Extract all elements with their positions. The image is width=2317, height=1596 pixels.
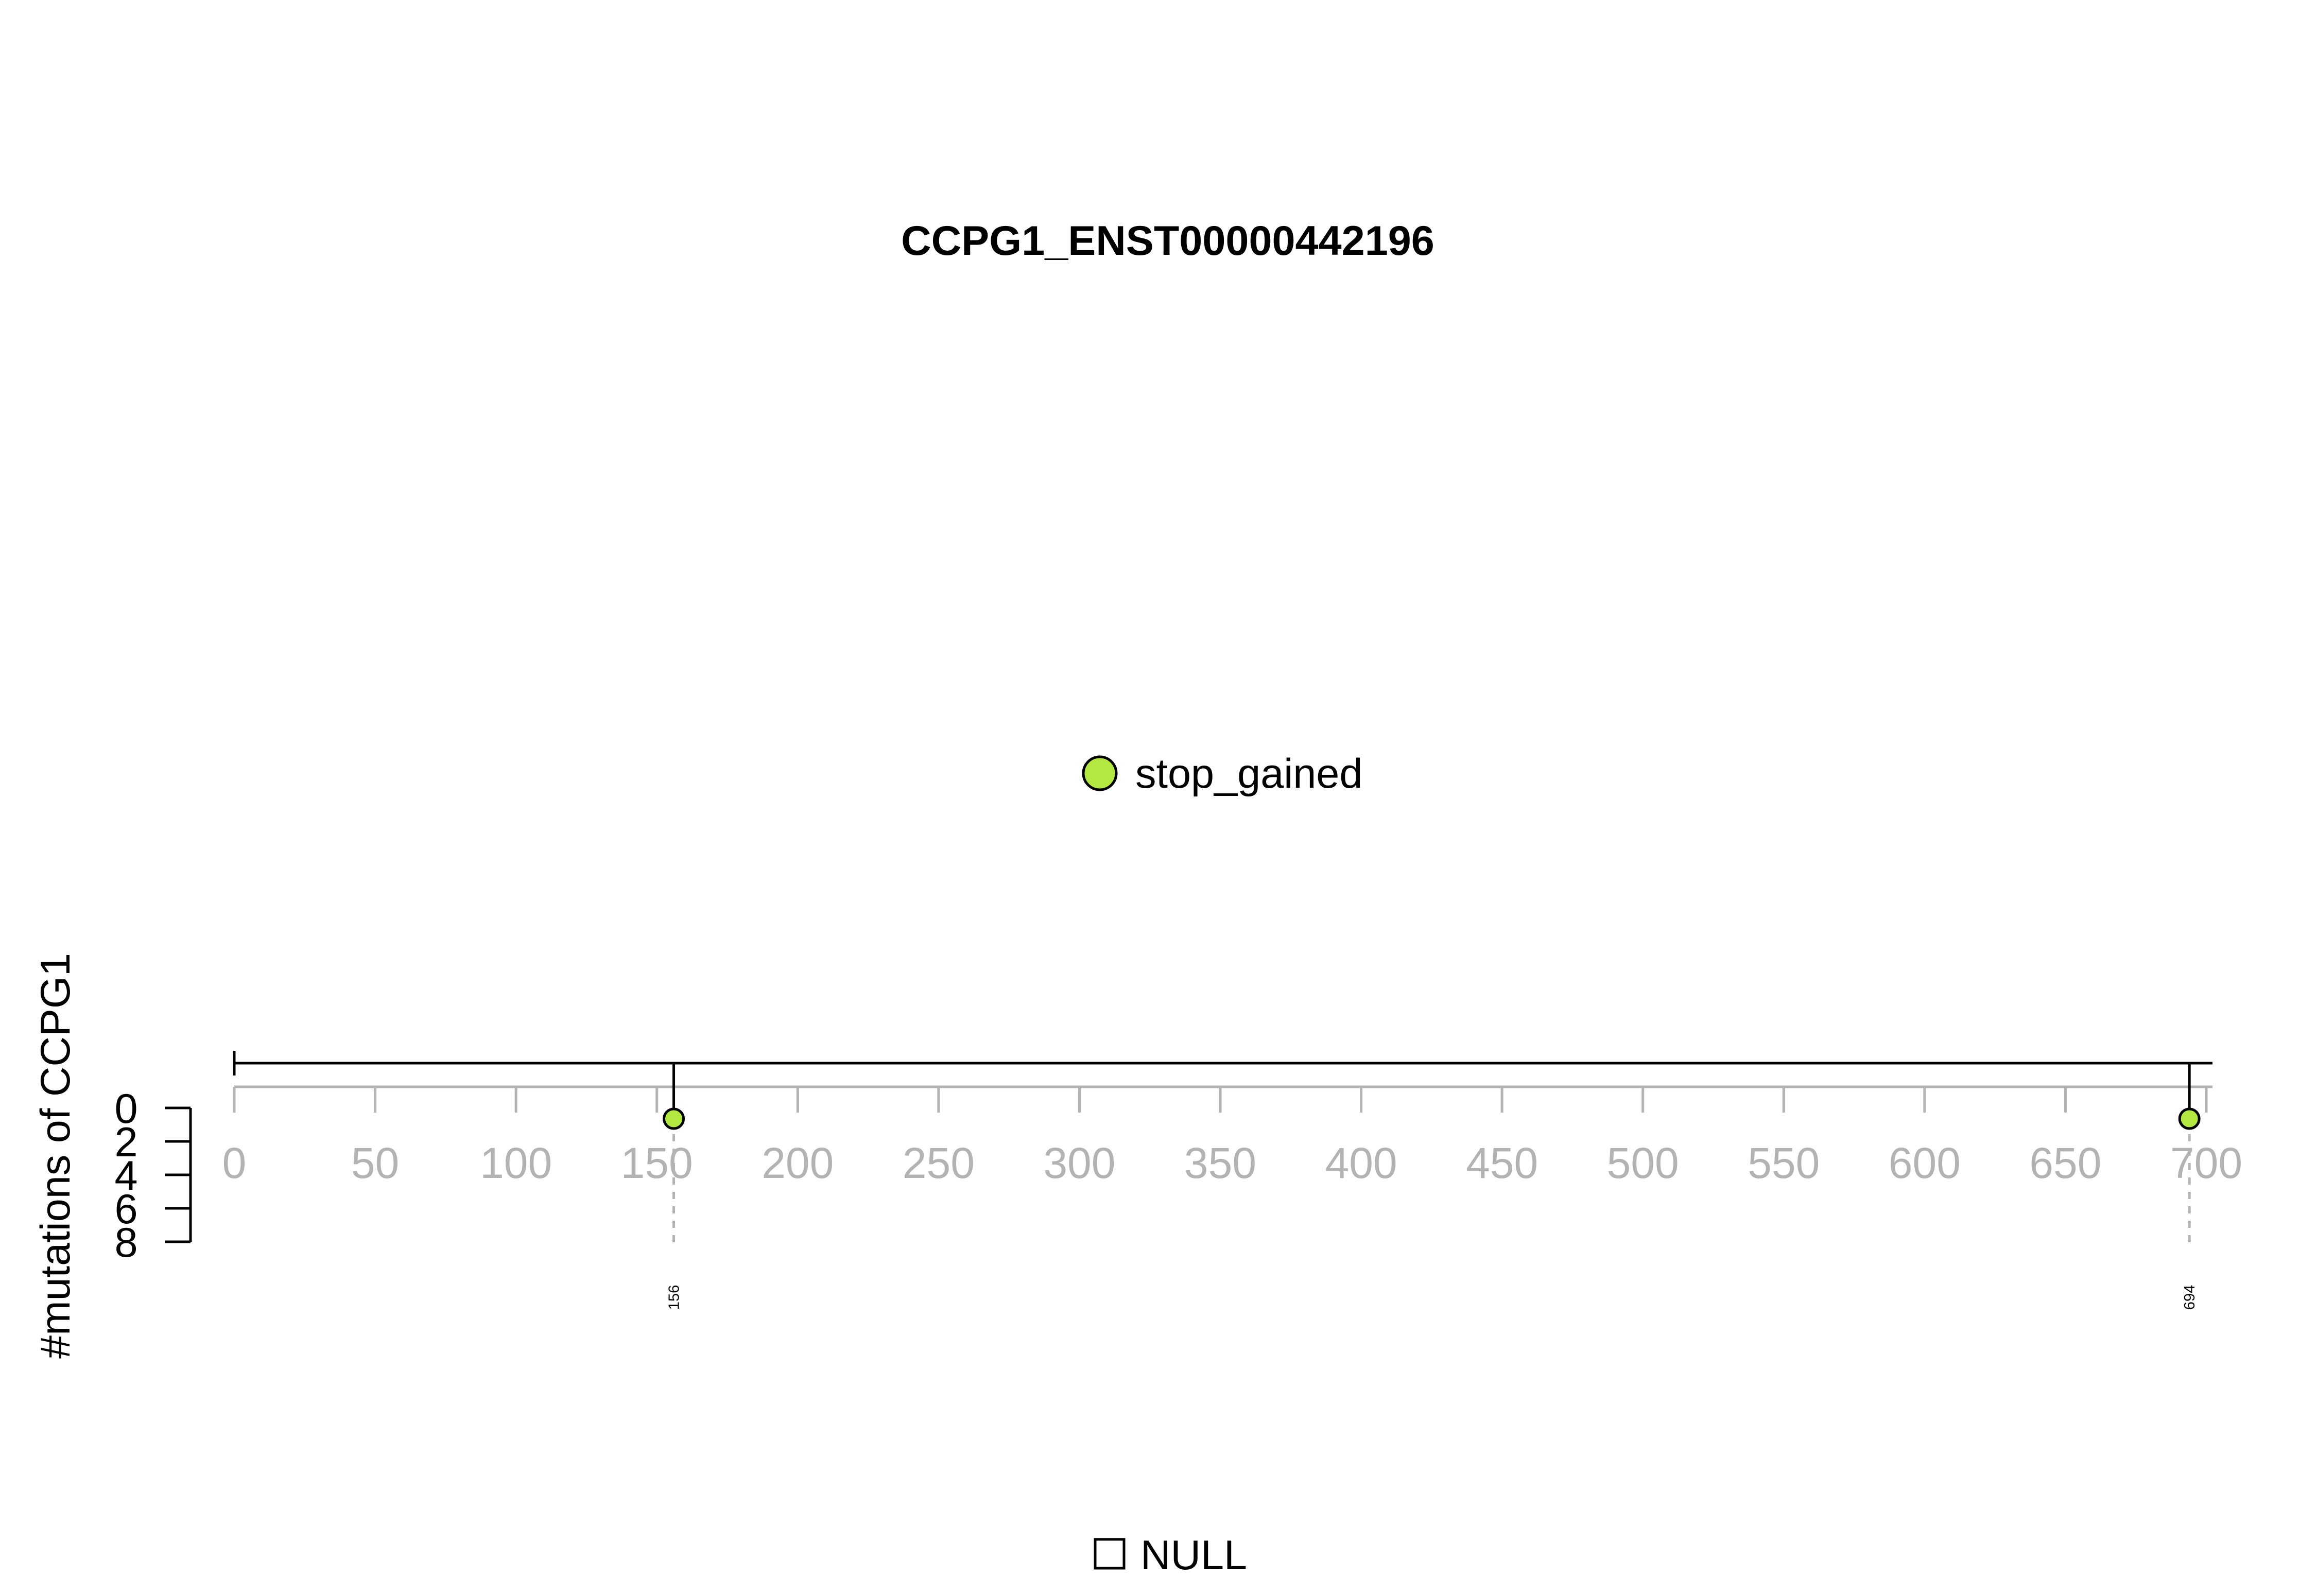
mutation-694: 694	[2178, 1063, 2201, 1310]
mutation-lollipops: 156 694	[663, 1063, 2201, 1310]
chart-title: CCPG1_ENST00000442196	[901, 218, 1434, 264]
x-tick-label-700: 700	[2170, 1139, 2242, 1187]
legend-bottom: NULL	[1094, 1532, 1247, 1578]
x-tick-label-0: 0	[222, 1139, 247, 1187]
y-tick-label-0: 0	[114, 1086, 137, 1132]
x-tick-label-300: 300	[1043, 1139, 1115, 1187]
x-tick-label-200: 200	[762, 1139, 834, 1187]
y-axis-label: #mutations of CCPG1	[32, 953, 79, 1359]
mutation-marker	[2178, 1107, 2201, 1130]
x-tick-label-550: 550	[1748, 1139, 1820, 1187]
x-axis: 0 50 100 150 200 250 300 350 400 450 500 550 600 650 7…	[222, 1085, 2242, 1187]
x-tick-label-350: 350	[1184, 1139, 1256, 1187]
x-tick-label-250: 250	[903, 1139, 975, 1187]
x-tick-label-650: 650	[2029, 1139, 2101, 1187]
y-tick-label-6: 6	[114, 1186, 137, 1233]
x-tick-label-100: 100	[480, 1139, 552, 1187]
legend-label: stop_gained	[1135, 751, 1362, 797]
x-tick-label-500: 500	[1607, 1139, 1679, 1187]
legend-label: NULL	[1140, 1532, 1247, 1578]
x-tick-label-600: 600	[1889, 1139, 1961, 1187]
y-tick-label-2: 2	[114, 1119, 137, 1166]
legend-marker-stop-gained	[1082, 755, 1118, 791]
mutation-position-label: 156	[666, 1285, 683, 1310]
x-tick-label-150: 150	[621, 1139, 693, 1187]
mutation-156: 156	[663, 1063, 685, 1310]
mutation-marker	[663, 1107, 685, 1130]
x-tick-label-400: 400	[1325, 1139, 1397, 1187]
mutation-position-label: 694	[2182, 1285, 2198, 1310]
y-tick-label-8: 8	[114, 1220, 137, 1266]
legend-swatch-null	[1094, 1538, 1126, 1570]
legend-top: stop_gained	[1082, 751, 1362, 797]
protein-backbone	[233, 1051, 2212, 1075]
y-tick-label-4: 4	[114, 1153, 137, 1199]
x-tick-label-50: 50	[351, 1139, 399, 1187]
x-tick-label-450: 450	[1466, 1139, 1538, 1187]
